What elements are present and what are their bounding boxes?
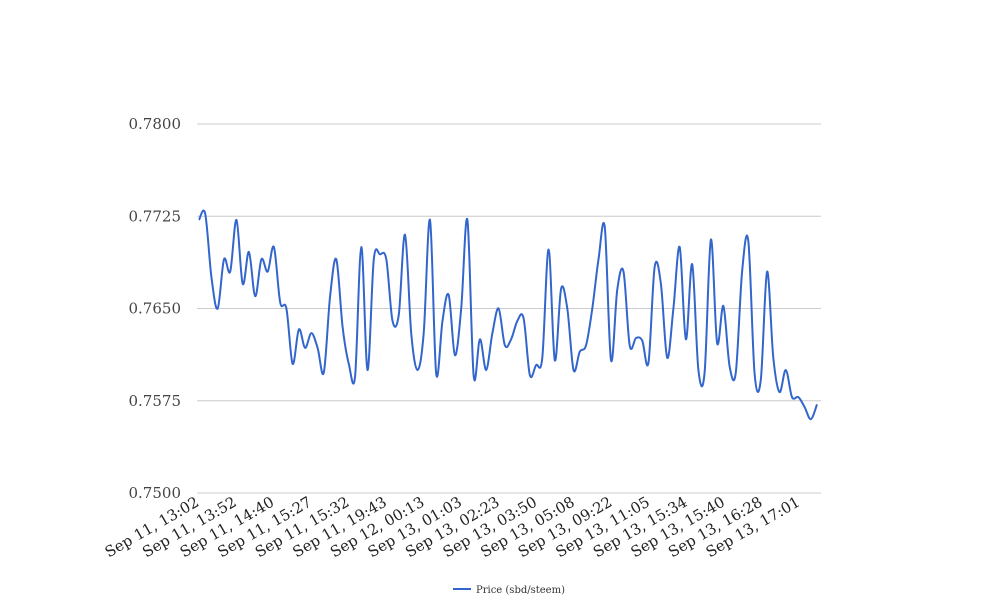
y-axis-tick-labels: 0.7500 0.7575 0.7650 0.7725 0.7800 <box>129 115 182 502</box>
series-line-price <box>198 209 818 421</box>
y-tick-label: 0.7650 <box>129 300 182 318</box>
y-tick-label: 0.7725 <box>129 207 182 225</box>
gridlines <box>197 123 821 494</box>
legend[interactable]: Price (sbd/steem) <box>453 585 565 596</box>
legend-label-price: Price (sbd/steem) <box>476 585 565 596</box>
series-lines <box>198 209 818 421</box>
y-tick-label: 0.7500 <box>129 484 182 502</box>
y-tick-label: 0.7575 <box>129 392 182 410</box>
y-tick-label: 0.7800 <box>129 115 182 133</box>
